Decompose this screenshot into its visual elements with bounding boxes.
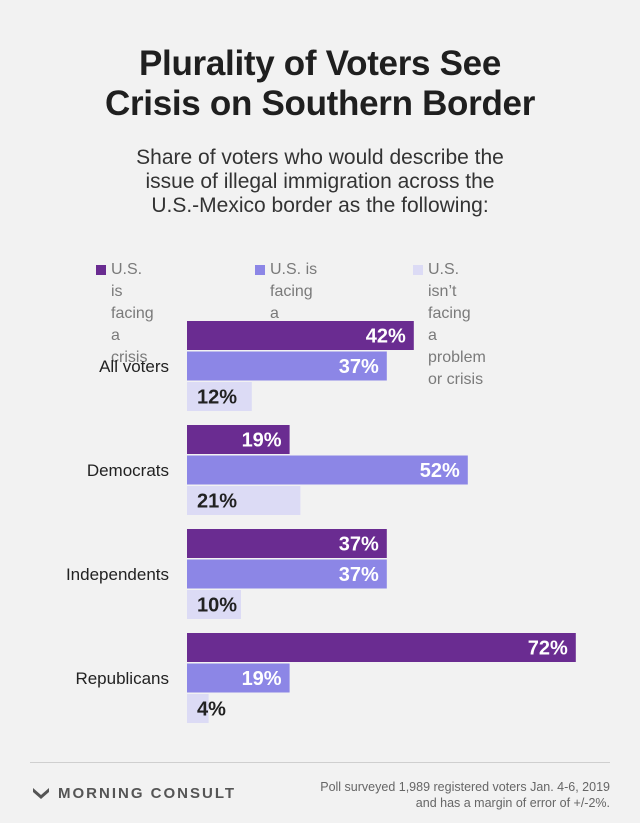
data-label: 52% (420, 460, 460, 482)
chart-subtitle: Share of voters who would describe the i… (0, 146, 640, 218)
legend-swatch-neither (413, 265, 423, 275)
footer-divider (30, 762, 610, 763)
legend-label-neither: U.S. isn’t facing a problem or crisis (428, 261, 486, 388)
data-label: 37% (339, 356, 379, 378)
bar (187, 694, 209, 723)
title-line-2: Crisis on Southern Border (104, 84, 536, 123)
data-label: 37% (339, 564, 379, 586)
category-label: All voters (99, 357, 169, 376)
legend-swatch-problem (255, 265, 265, 275)
data-label: 10% (197, 595, 237, 617)
bar (187, 351, 387, 381)
data-label: 42% (366, 326, 406, 348)
data-label: 12% (197, 387, 237, 409)
methodology-note: Poll surveyed 1,989 registered voters Ja… (320, 780, 610, 810)
data-label: 4% (197, 699, 226, 721)
subtitle-line-1: Share of voters who would describe the (136, 146, 504, 169)
bar (187, 455, 468, 485)
subtitle-line-3: U.S.-Mexico border as the following: (151, 194, 489, 217)
brand-name: MORNING CONSULT (58, 785, 237, 802)
bar (187, 529, 387, 558)
morning-consult-logo-icon (33, 788, 49, 799)
bar (187, 633, 576, 662)
bar (187, 590, 241, 619)
bar (187, 321, 414, 350)
bar (187, 425, 290, 454)
chart-title: Plurality of Voters See Crisis on Southe… (0, 44, 640, 124)
data-label: 37% (339, 534, 379, 556)
bar (187, 486, 301, 515)
data-label: 19% (242, 668, 282, 690)
legend-label-crisis: U.S. is facing a crisis (111, 261, 154, 366)
bar (187, 382, 252, 411)
subtitle-line-2: issue of illegal immigration across the (145, 170, 495, 193)
title-line-1: Plurality of Voters See (138, 44, 502, 83)
legend-swatch-crisis (96, 265, 106, 275)
category-label: Republicans (75, 669, 169, 688)
data-label: 72% (528, 638, 568, 660)
data-label: 19% (242, 430, 282, 452)
bar (187, 663, 290, 693)
data-label: 21% (197, 491, 237, 513)
category-label: Democrats (87, 461, 169, 480)
bar (187, 559, 387, 589)
category-label: Independents (66, 565, 169, 584)
